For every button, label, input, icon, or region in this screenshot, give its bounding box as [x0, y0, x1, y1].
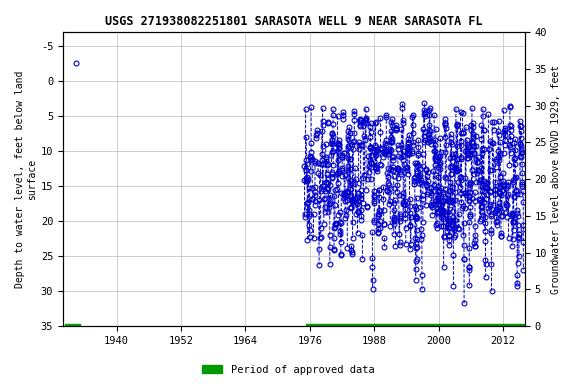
Y-axis label: Depth to water level, feet below land
surface: Depth to water level, feet below land su… — [15, 70, 37, 288]
Y-axis label: Groundwater level above NGVD 1929, feet: Groundwater level above NGVD 1929, feet — [551, 65, 561, 294]
Title: USGS 271938082251801 SARASOTA WELL 9 NEAR SARASOTA FL: USGS 271938082251801 SARASOTA WELL 9 NEA… — [105, 15, 483, 28]
Legend: Period of approved data: Period of approved data — [198, 361, 378, 379]
